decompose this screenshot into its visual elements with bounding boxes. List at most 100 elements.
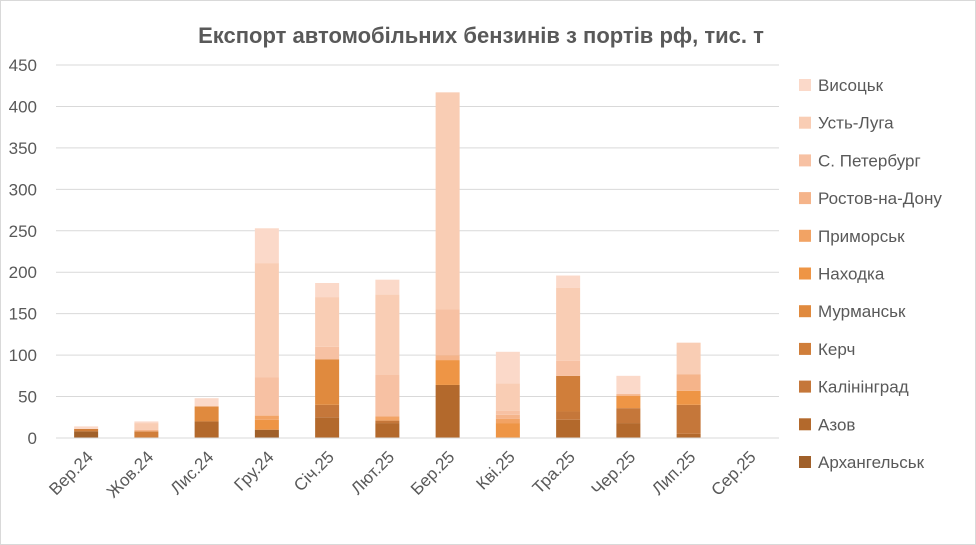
x-tick-label: Гру.24 [230, 447, 277, 494]
bar-segment [435, 384, 460, 438]
y-tick-label: 250 [9, 222, 37, 241]
y-tick-label: 400 [9, 97, 37, 116]
x-tick-label: Вер.24 [45, 447, 97, 499]
bar-segment [194, 421, 219, 438]
bar-segment [134, 431, 159, 438]
y-tick-label: 50 [18, 388, 37, 407]
bar-segment [616, 375, 641, 395]
legend-label: Архангельськ [818, 453, 925, 472]
bar-segment [375, 420, 400, 424]
bar-segment [315, 417, 340, 438]
legend-label: Азов [818, 415, 855, 434]
bar-segment [556, 411, 581, 420]
bar-segment [676, 342, 701, 375]
legend-label: Висоцьк [818, 76, 884, 95]
bar-segment [315, 346, 340, 360]
x-tick-label: Чер.25 [588, 447, 640, 499]
legend-label: Керч [818, 340, 855, 359]
x-tick-label: Лют.25 [347, 447, 398, 498]
legend-swatch [799, 418, 811, 431]
bar-segment [375, 294, 400, 376]
x-tick-label: Тра.25 [529, 447, 579, 497]
bars [74, 92, 701, 438]
bar-segment [375, 279, 400, 295]
x-tick-label: Кві.25 [472, 447, 518, 493]
bar-segment [495, 351, 520, 384]
bar-segment [375, 375, 400, 417]
legend-swatch [799, 380, 811, 393]
bar-segment [616, 423, 641, 438]
bar-segment [74, 431, 99, 438]
y-tick-label: 450 [9, 56, 37, 75]
legend-swatch [799, 154, 811, 167]
legend-swatch [799, 267, 811, 280]
bar-segment [435, 92, 460, 310]
bar-segment [254, 263, 279, 378]
bar-segment [556, 360, 581, 376]
bar-segment [134, 429, 159, 432]
bar-segment [676, 433, 701, 438]
bar-segment [495, 423, 520, 438]
legend-label: Ростов-на-Дону [818, 189, 942, 208]
legend-swatch [799, 192, 811, 205]
bar-segment [435, 360, 460, 385]
legend-swatch [799, 456, 811, 468]
bar-segment [254, 415, 279, 420]
x-tick-label: Бер.25 [407, 447, 458, 498]
bar-segment [315, 282, 340, 298]
y-tick-label: 100 [9, 346, 37, 365]
x-axis-ticks: Вер.24 Жов.24 Лис.24 Гру.24 Січ.25 Лют.25 Бер.… [45, 447, 759, 501]
bar-segment [194, 398, 219, 407]
bar-segment [315, 297, 340, 347]
bar-segment [254, 419, 279, 430]
legend: Висоцьк Усть-Луга С. Петербург Ростов-на-До… [799, 76, 942, 472]
bar-segment [194, 406, 219, 422]
bar-segment [254, 228, 279, 264]
bar-segment [495, 410, 520, 415]
y-axis-ticks: 0 50 100 150 200 250 300 350 400 450 [9, 56, 37, 448]
y-tick-label: 300 [9, 180, 37, 199]
bar-segment [315, 359, 340, 405]
y-tick-label: 0 [28, 429, 37, 448]
x-tick-label: Січ.25 [290, 447, 338, 495]
bar-segment [676, 390, 701, 405]
bar-segment [676, 374, 701, 391]
legend-label: Калінінград [818, 378, 909, 397]
bar-segment [74, 426, 99, 429]
bar-segment [495, 418, 520, 424]
bar-segment [495, 414, 520, 419]
bar-segment [435, 309, 460, 356]
legend-label: Мурманськ [818, 302, 906, 321]
gridlines [56, 64, 779, 398]
bar-segment [556, 287, 581, 361]
bar-segment [616, 395, 641, 409]
bar-segment [254, 377, 279, 416]
x-tick-label: Жов.24 [103, 447, 157, 501]
bar-segment [616, 408, 641, 424]
bar-segment [254, 429, 279, 438]
bar-segment [556, 375, 581, 412]
legend-label: Усть-Луга [818, 114, 894, 133]
bar-segment [556, 275, 581, 288]
x-tick-label: Лип.25 [648, 447, 699, 498]
legend-swatch [799, 342, 811, 355]
x-tick-label: Сер.25 [707, 447, 759, 499]
bar-segment [676, 404, 701, 434]
bar-segment [315, 404, 340, 418]
legend-swatch [799, 229, 811, 242]
y-tick-label: 150 [9, 305, 37, 324]
legend-swatch [799, 305, 811, 318]
legend-label: С. Петербург [818, 151, 921, 170]
x-tick-label: Лис.24 [167, 447, 218, 498]
bar-segment [435, 355, 460, 361]
legend-label: Приморськ [818, 227, 905, 246]
bar-segment [375, 423, 400, 438]
bar-segment [375, 416, 400, 421]
y-tick-label: 350 [9, 139, 37, 158]
legend-swatch [799, 116, 811, 129]
bar-segment [556, 419, 581, 438]
legend-label: Находка [818, 265, 885, 284]
chart-title: Експорт автомобільних бензинів з портів … [198, 23, 764, 48]
